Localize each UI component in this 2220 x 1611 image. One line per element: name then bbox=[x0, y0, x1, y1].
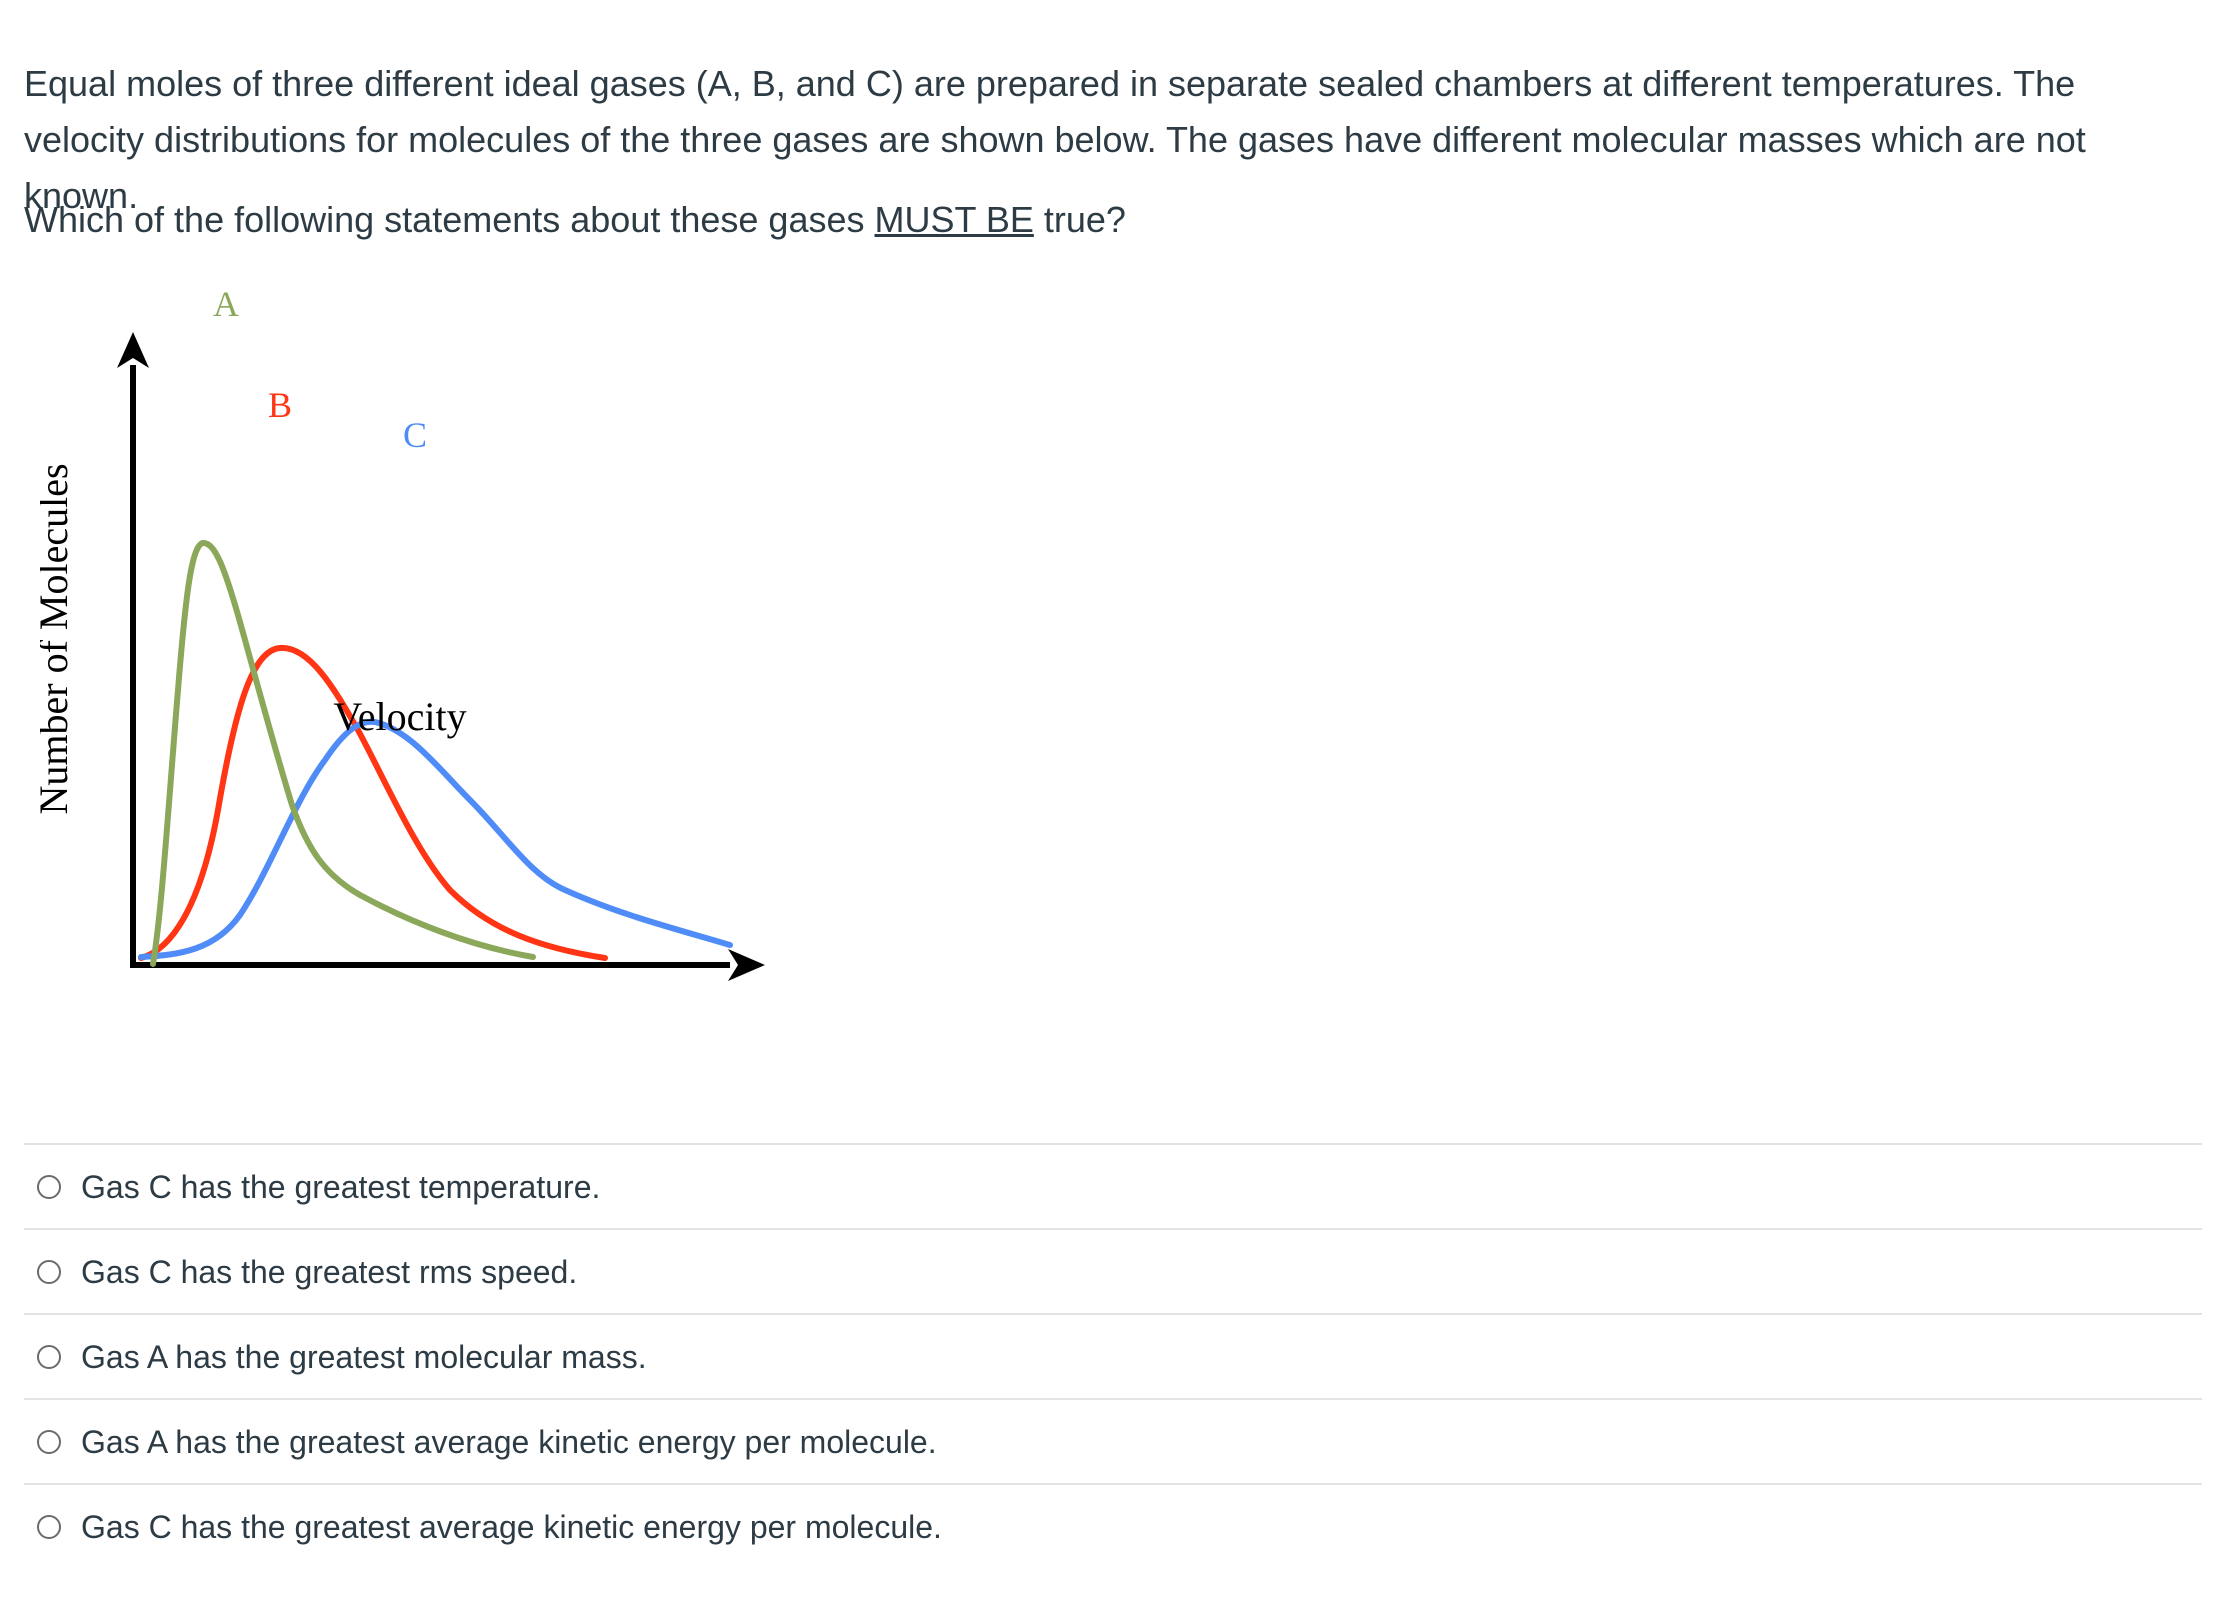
x-axis-label: Velocity bbox=[333, 694, 466, 739]
prompt-before: Which of the following statements about … bbox=[24, 199, 875, 240]
answer-option[interactable]: Gas A has the greatest average kinetic e… bbox=[24, 1398, 2202, 1483]
velocity-distribution-svg: A B C Velocity Number of Molecules bbox=[40, 290, 765, 981]
answer-label: Gas C has the greatest temperature. bbox=[81, 1169, 601, 1205]
y-axis-arrowhead bbox=[117, 332, 149, 368]
radio-button[interactable] bbox=[37, 1260, 61, 1284]
y-axis-label: Number of Molecules bbox=[40, 463, 76, 814]
prompt-after: true? bbox=[1033, 199, 1126, 240]
answer-option[interactable]: Gas A has the greatest molecular mass. bbox=[24, 1313, 2202, 1398]
answer-label: Gas A has the greatest molecular mass. bbox=[81, 1339, 647, 1375]
curve-label-b: B bbox=[268, 385, 292, 425]
answer-list: Gas C has the greatest temperature. Gas … bbox=[24, 1143, 2202, 1568]
answer-label: Gas C has the greatest rms speed. bbox=[81, 1254, 578, 1290]
curve-label-a: A bbox=[213, 290, 239, 324]
velocity-distribution-figure: A B C Velocity Number of Molecules bbox=[40, 290, 1060, 1070]
x-axis-arrowhead bbox=[728, 949, 765, 981]
question-prompt: Which of the following statements about … bbox=[24, 192, 1126, 248]
radio-button[interactable] bbox=[37, 1515, 61, 1539]
curve-c bbox=[138, 718, 733, 960]
answer-option[interactable]: Gas C has the greatest average kinetic e… bbox=[24, 1483, 2202, 1568]
answer-label: Gas A has the greatest average kinetic e… bbox=[81, 1424, 937, 1460]
prompt-emphasis: MUST BE bbox=[874, 199, 1034, 240]
radio-button[interactable] bbox=[37, 1345, 61, 1369]
radio-button[interactable] bbox=[37, 1430, 61, 1454]
radio-button[interactable] bbox=[37, 1175, 61, 1199]
curve-a bbox=[150, 540, 536, 967]
answer-label: Gas C has the greatest average kinetic e… bbox=[81, 1509, 942, 1545]
answer-option[interactable]: Gas C has the greatest temperature. bbox=[24, 1143, 2202, 1228]
curve-label-c: C bbox=[403, 415, 427, 455]
curve-b bbox=[138, 644, 608, 961]
answer-option[interactable]: Gas C has the greatest rms speed. bbox=[24, 1228, 2202, 1313]
question-text: Equal moles of three different ideal gas… bbox=[24, 63, 2086, 216]
